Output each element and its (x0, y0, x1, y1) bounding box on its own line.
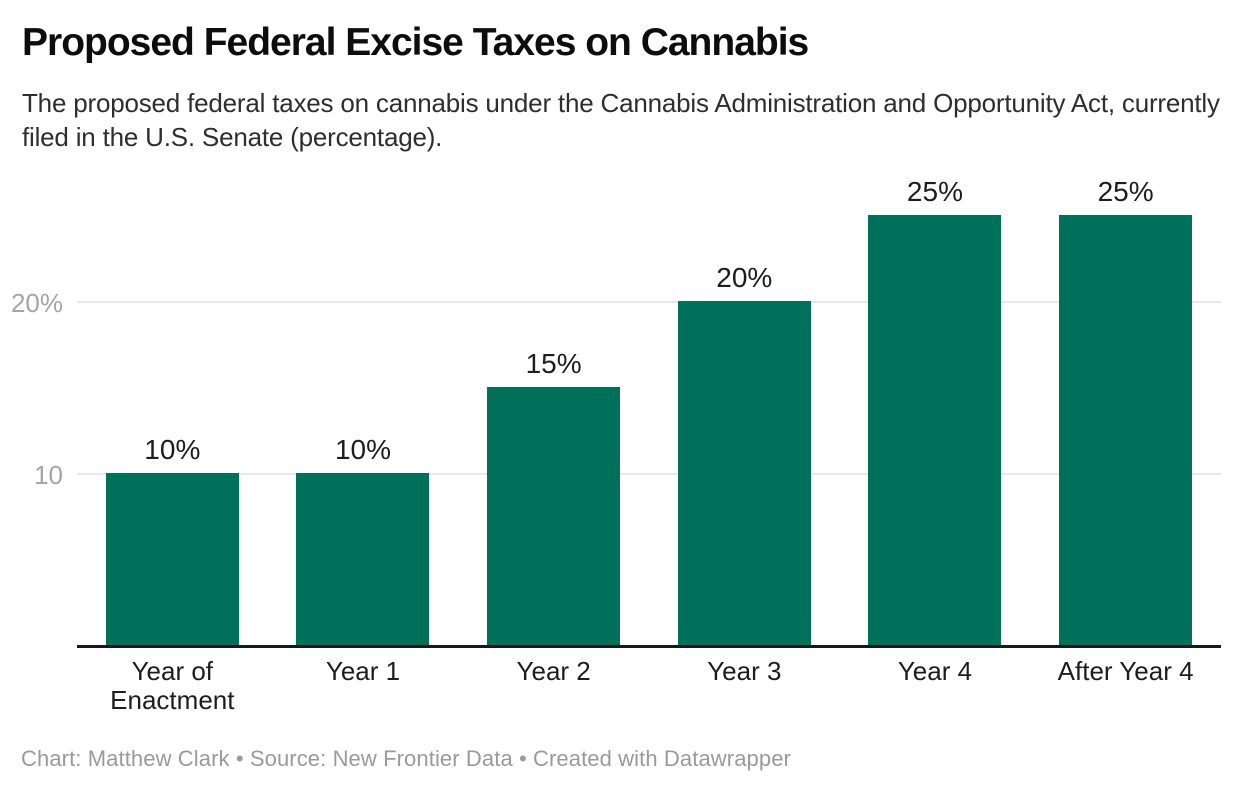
bar (677, 301, 811, 645)
bar (1059, 215, 1193, 645)
bar-value-label: 20% (716, 262, 773, 294)
bar-value-label: 25% (906, 176, 963, 208)
x-axis-label: Year 3 (707, 656, 782, 686)
bar (296, 473, 430, 645)
x-axis-label: Year 1 (325, 656, 401, 686)
bar-column: 15% (487, 160, 621, 645)
chart-credit-line: Chart: Matthew Clark • Source: New Front… (21, 746, 791, 771)
bars-group: 10% 10% 15% 20% 25% 25% (77, 160, 1221, 645)
chart-subtitle: The proposed federal taxes on cannabis u… (22, 88, 1220, 152)
bar-column: 10% (105, 160, 239, 645)
x-axis-label: After Year 4 (1057, 656, 1194, 686)
bar-column: 10% (296, 160, 430, 645)
bar-value-label: 15% (525, 348, 582, 380)
bar (868, 215, 1002, 645)
y-tick-label-20: 20% (10, 288, 63, 319)
plot-area: 10 20% 10% 10% 15% 20% 25% 25% Year of Enactme… (11, 160, 1221, 715)
x-axis-label: Year 4 (897, 656, 973, 686)
bar-column: 20% (677, 160, 811, 645)
x-axis-line (77, 645, 1221, 648)
bar-value-label: 10% (144, 434, 201, 466)
bar-value-label: 25% (1097, 176, 1154, 208)
x-axis-label: Year of Enactment (110, 656, 235, 715)
gridline-20 (77, 301, 1221, 304)
chart-title: Proposed Federal Excise Taxes on Cannabi… (22, 21, 809, 64)
bar (105, 473, 239, 645)
gridline-10 (77, 473, 1221, 476)
x-axis-label: Year 2 (516, 656, 591, 686)
bar (487, 387, 621, 645)
bar-value-label: 10% (334, 434, 391, 466)
bar-column: 25% (1059, 160, 1193, 645)
y-tick-label-10: 10 (34, 460, 63, 491)
x-axis-labels: Year of Enactment Year 1 Year 2 Year 3 Year … (77, 657, 1221, 715)
bar-column: 25% (868, 160, 1002, 645)
